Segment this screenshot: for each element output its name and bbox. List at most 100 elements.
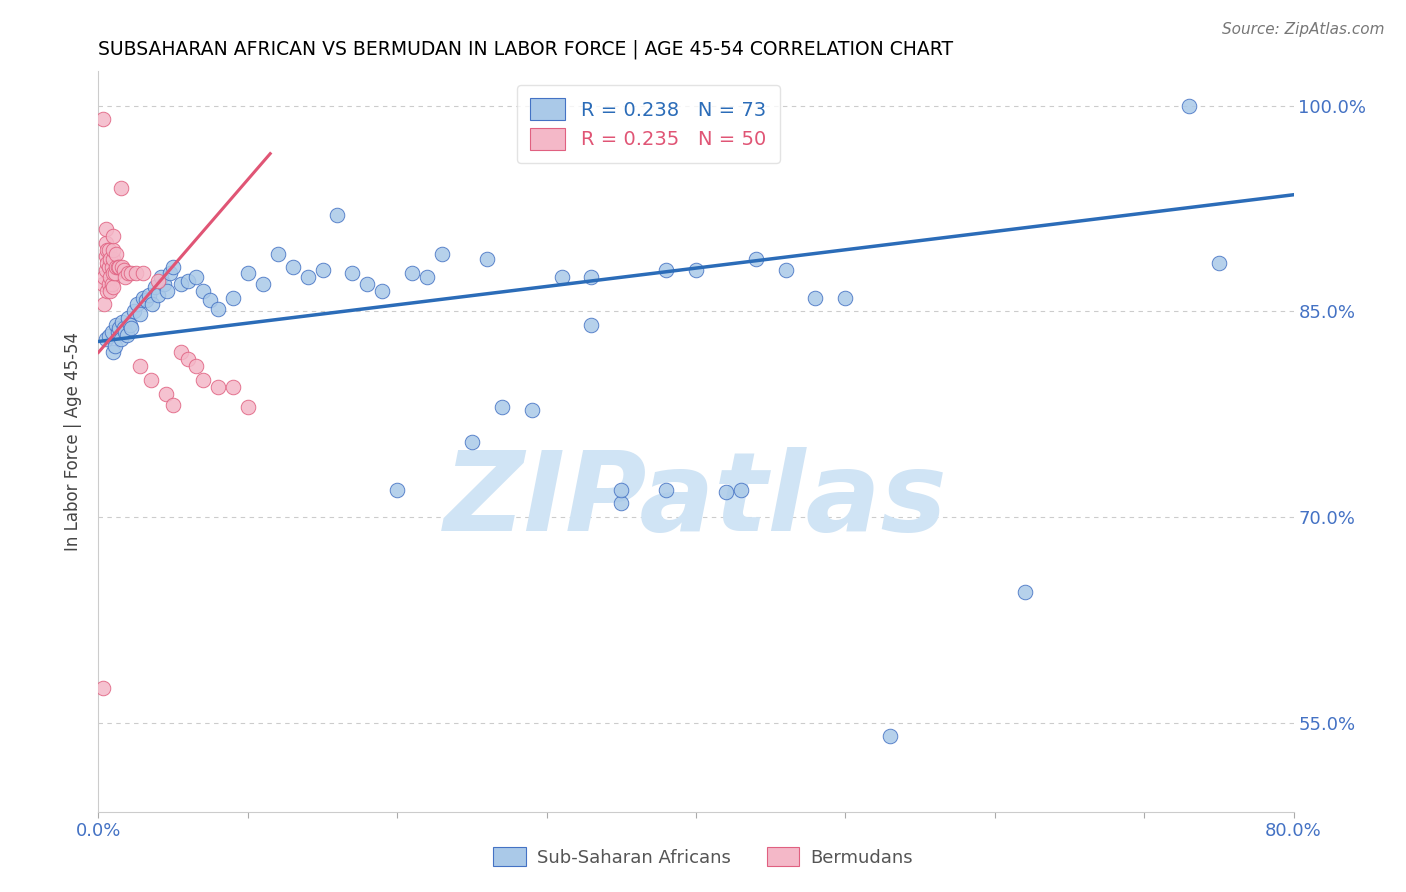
Point [461, 434, 484, 449]
Point [91, 681, 114, 696]
Point [685, 263, 707, 277]
Point [105, 318, 128, 332]
Point [104, 266, 127, 280]
Point [135, 293, 157, 308]
Point [200, 293, 222, 308]
Point [184, 359, 207, 373]
Point [96, 256, 118, 270]
Point [169, 277, 191, 291]
Point [191, 284, 214, 298]
Text: ZIPatlas: ZIPatlas [444, 447, 948, 554]
Point [111, 315, 134, 329]
Point [108, 320, 131, 334]
Point [550, 270, 572, 285]
Point [101, 325, 124, 339]
Point [120, 320, 142, 334]
Point [110, 332, 132, 346]
Point [115, 327, 138, 342]
Point [581, 318, 603, 332]
Point [117, 311, 139, 326]
Point [97, 243, 120, 257]
Point [356, 277, 378, 291]
Point [114, 270, 136, 285]
Point [97, 277, 120, 291]
Point [111, 260, 134, 275]
Point [94, 235, 117, 250]
Point [730, 483, 752, 497]
Point [655, 483, 678, 497]
Point [177, 352, 200, 367]
Point [124, 304, 146, 318]
Point [108, 260, 131, 275]
Point [184, 270, 207, 285]
Point [120, 266, 142, 280]
Point [834, 291, 856, 305]
Point [745, 252, 768, 267]
Point [326, 208, 349, 222]
Point [311, 263, 333, 277]
Text: Source: ZipAtlas.com: Source: ZipAtlas.com [1222, 22, 1385, 37]
Point [103, 266, 125, 280]
Point [110, 181, 132, 195]
Point [371, 284, 394, 298]
Point [520, 403, 543, 417]
Point [139, 373, 162, 387]
Point [143, 279, 166, 293]
Point [655, 263, 678, 277]
Point [93, 297, 115, 311]
Y-axis label: In Labor Force | Age 45-54: In Labor Force | Age 45-54 [65, 332, 83, 551]
Point [430, 246, 453, 260]
Point [155, 386, 177, 401]
Point [385, 483, 409, 497]
Point [1208, 256, 1230, 270]
Point [267, 246, 290, 260]
Point [105, 260, 128, 275]
Point [117, 266, 139, 280]
Point [236, 266, 259, 280]
Point [132, 291, 155, 305]
Point [105, 246, 128, 260]
Point [129, 359, 152, 373]
Point [94, 332, 117, 346]
Point [98, 284, 122, 298]
Point [103, 345, 125, 359]
Point [297, 270, 319, 285]
Point [401, 266, 423, 280]
Point [96, 243, 118, 257]
Point [114, 325, 136, 339]
Point [138, 288, 160, 302]
Point [252, 277, 274, 291]
Point [112, 263, 135, 277]
Point [236, 401, 259, 415]
Point [103, 243, 125, 257]
Point [475, 252, 498, 267]
Point [148, 274, 170, 288]
Point [207, 380, 229, 394]
Point [191, 373, 214, 387]
Point [107, 325, 129, 339]
Point [132, 266, 155, 280]
Point [1014, 585, 1036, 599]
Point [162, 260, 184, 275]
Point [148, 288, 170, 302]
Point [222, 291, 245, 305]
Point [879, 729, 901, 743]
Point [581, 270, 603, 285]
Point [103, 252, 125, 267]
Point [125, 266, 148, 280]
Point [416, 270, 439, 285]
Point [91, 112, 114, 127]
Text: SUBSAHARAN AFRICAN VS BERMUDAN IN LABOR FORCE | AGE 45-54 CORRELATION CHART: SUBSAHARAN AFRICAN VS BERMUDAN IN LABOR … [98, 39, 953, 59]
Point [177, 274, 200, 288]
Point [91, 277, 114, 291]
Point [159, 266, 181, 280]
Point [107, 260, 129, 275]
Point [342, 266, 364, 280]
Point [97, 260, 120, 275]
Point [94, 263, 117, 277]
Point [103, 228, 125, 243]
Point [162, 397, 184, 411]
Point [94, 250, 117, 264]
Point [118, 318, 141, 332]
Point [222, 380, 245, 394]
